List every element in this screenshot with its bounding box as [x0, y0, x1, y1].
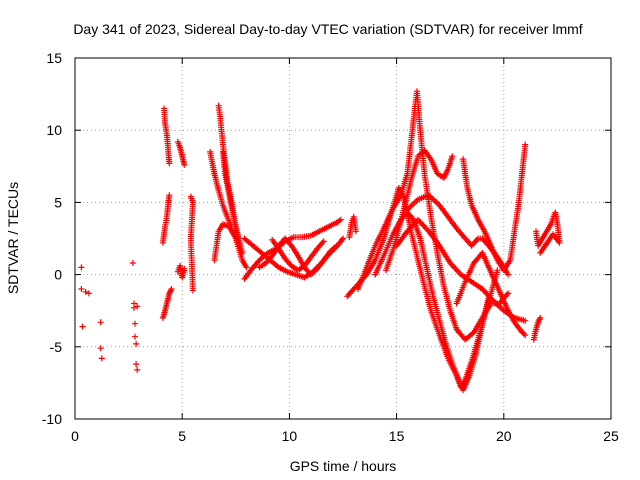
y-tick-label: 15: [46, 50, 62, 66]
data-points: [161, 105, 173, 167]
series-arc-08: [207, 148, 235, 230]
data-points: [346, 213, 359, 241]
data-points: [382, 147, 456, 274]
plot-frame: [74, 57, 612, 420]
series-arc-03: [159, 286, 175, 321]
data-points: [159, 192, 173, 246]
series-arc-12: [241, 235, 346, 281]
series-arc-04: [174, 262, 188, 281]
series-arc-20: [393, 216, 529, 324]
tick-labels: 0 5 10 15 20 25 -10 -5 0 5 10 15: [42, 50, 619, 444]
y-axis-label: SDTVAR / TECUs: [5, 182, 21, 294]
data-points: [207, 148, 235, 230]
ticks: [74, 57, 612, 420]
data-points: [460, 141, 529, 274]
data-points: [241, 235, 346, 281]
x-tick-label: 20: [496, 428, 512, 444]
series-arc-25: [530, 314, 544, 343]
x-tick-label: 10: [282, 428, 298, 444]
x-axis-label: GPS time / hours: [290, 458, 397, 474]
x-tick-label: 15: [389, 428, 405, 444]
series-arc-10: [219, 148, 241, 242]
series-arc-23: [460, 141, 529, 274]
data-points: [393, 216, 529, 324]
series-arc-14: [269, 236, 327, 274]
series-arc-02: [159, 192, 173, 246]
data-points: [159, 286, 175, 321]
y-tick-label: 5: [54, 194, 62, 210]
data-points: [211, 221, 250, 271]
chart-title: Day 341 of 2023, Sidereal Day-to-day VTE…: [73, 21, 582, 37]
data-points: [174, 262, 188, 281]
series-arc-24: [533, 209, 563, 256]
data-points: [78, 260, 141, 373]
series-arc-00-scatter: [78, 260, 141, 373]
y-tick-label: 0: [54, 267, 62, 283]
data-points: [219, 148, 241, 242]
y-tick-label: -5: [50, 339, 63, 355]
series-arc-22: [453, 249, 529, 339]
data-points: [372, 209, 492, 394]
series-arc-01: [161, 105, 173, 167]
data-points: [530, 314, 544, 343]
data-points: [269, 236, 327, 274]
y-tick-label: 10: [46, 122, 62, 138]
data-points: [174, 138, 188, 168]
y-tick-label: -10: [42, 411, 62, 427]
data-marks: [78, 88, 563, 394]
series-arc-15: [346, 213, 359, 241]
series-arc-05: [174, 138, 188, 168]
x-tick-label: 25: [603, 428, 619, 444]
x-tick-label: 0: [71, 428, 79, 444]
series-arc-07: [211, 221, 250, 271]
series-arc-18: [372, 209, 492, 394]
data-points: [533, 209, 563, 256]
series-arc-19: [382, 147, 456, 274]
data-points: [187, 193, 196, 294]
series-arc-06: [187, 193, 196, 294]
data-points: [453, 249, 529, 339]
x-tick-label: 5: [178, 428, 186, 444]
